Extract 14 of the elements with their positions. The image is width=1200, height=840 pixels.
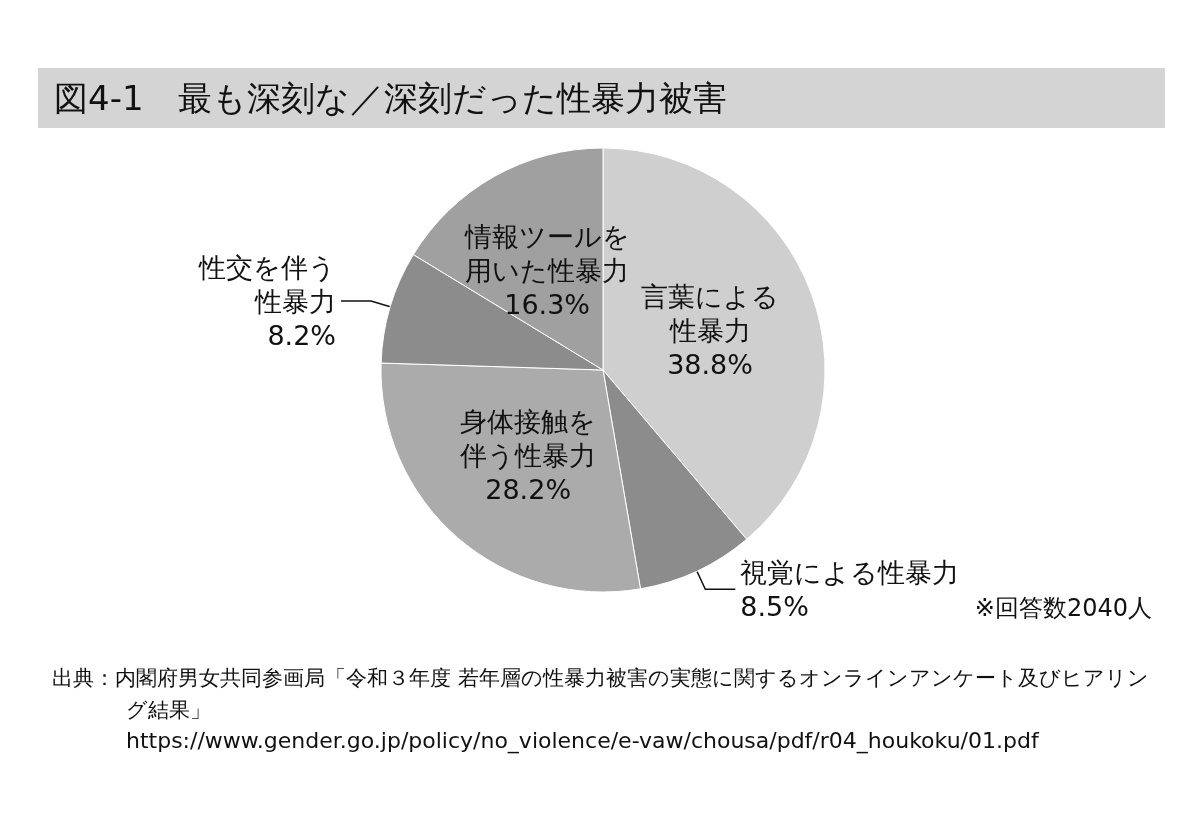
slice-label: 言葉による性暴力 <box>641 281 780 347</box>
data-label: 8.5% <box>740 590 809 622</box>
source-note: 出典：内閣府男女共同参画局「令和３年度 若年層の性暴力被害の実態に関するオンラインアンケート及びヒアリング結果」 <box>52 665 1150 724</box>
chart-title: 図4-1 最も深刻な／深刻だった性暴力被害 <box>38 68 1165 128</box>
data-label: 28.2% <box>485 474 572 506</box>
data-label: 38.8% <box>667 349 753 381</box>
data-label: 8.2% <box>267 319 337 351</box>
text: ※回答数2040人 <box>974 593 1152 624</box>
slice-label: 視覚による性暴力 <box>740 556 960 588</box>
data-label: 16.3% <box>504 289 591 321</box>
slice-label: 性交を伴う性暴力 <box>198 251 337 317</box>
text: https://www.gender.go.jp/policy/no_violence/e-vaw/chousa/pdf/r04_houkoku/01.pdf <box>126 728 1039 753</box>
slice-label: 身体接触を伴う性暴力 <box>460 406 597 472</box>
slice-label: 情報ツールを用いた性暴力 <box>463 221 630 287</box>
